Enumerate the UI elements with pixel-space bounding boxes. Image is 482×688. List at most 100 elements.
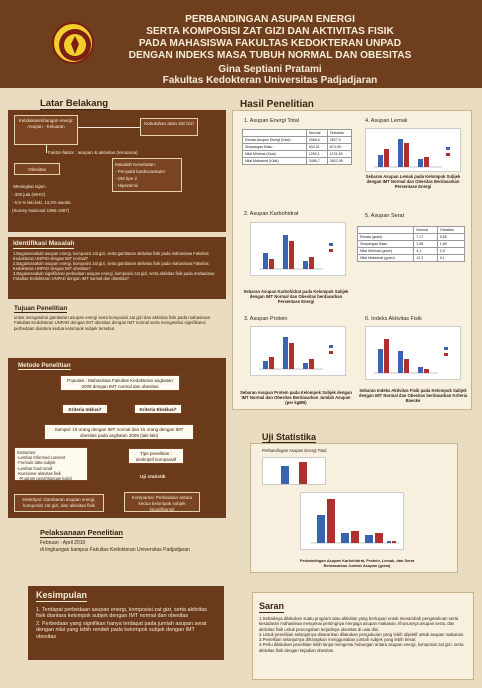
table-cell: Normal xyxy=(305,129,328,137)
aktivitas-bar-2 xyxy=(384,339,389,373)
pelaksanaan-line-2: di lingkungan kampus Fakultas Kedokteran… xyxy=(40,547,190,553)
metode-tipe: Tipe penelitian : deskriptif komparatif xyxy=(128,448,184,464)
uji-gizi-chart xyxy=(300,492,404,550)
uji-bar-lemak-normal xyxy=(365,535,373,543)
aktivitas-bar-4 xyxy=(404,359,409,373)
saran-panel: Saran 1.Sebaiknya dilakukan suatu progra… xyxy=(252,592,474,680)
kesimpulan-item-2: 2. Perbedaan yang signifikan hanya terda… xyxy=(36,620,207,640)
latar-faktor: Faktor-faktor : asupan & aktivitas (teru… xyxy=(48,150,138,155)
chart-mark xyxy=(329,249,333,252)
table-cell: Nilai Minimal (gram) xyxy=(356,247,415,255)
hasil-5-title: 5. Asupan Serat xyxy=(365,213,405,219)
metode-inklusi: Kriteria Inklusi* xyxy=(62,404,108,414)
karbo-bar-3 xyxy=(283,235,288,269)
aktivitas-caption: Sebaran Indeks Aktivitas Fisik pada Kelo… xyxy=(358,388,468,403)
latar-box-obesitas: Obesitas xyxy=(14,163,60,175)
table-cell: 12,2 xyxy=(413,254,438,262)
protein-bar-5 xyxy=(303,363,308,369)
karbo-bar-1 xyxy=(263,253,268,269)
tujuan-title: Tujuan Penelitian xyxy=(14,305,68,313)
table-cell: 1,69 xyxy=(436,240,466,248)
identifikasi-item-2: 2.Bagaimanakah asupan energi, komposisi … xyxy=(13,261,209,271)
hasil-4-title: 4. Asupan Lemak xyxy=(365,118,408,124)
protein-bar-3 xyxy=(283,337,288,369)
metode-instrumen: Instrumen: -Lembar Informed consent -For… xyxy=(14,447,88,481)
latar-stats: -Meningkat tajam - 300 juta (WHO) - 6,8 … xyxy=(12,184,71,213)
table-cell: Nilai Maksimal (gram) xyxy=(356,254,415,262)
table-cell: 2527,5 xyxy=(326,136,353,144)
table-cell: 2,9 xyxy=(436,247,466,255)
table-cell: 1290,1 xyxy=(305,150,328,158)
table-cell: 1,98 xyxy=(413,240,438,248)
lemak-bar-4 xyxy=(404,143,409,167)
title-line-4: DENGAN INDEKS MASA TUBUH NORMAL DAN OBES… xyxy=(128,50,412,61)
uji-bar-serat-normal xyxy=(387,541,391,543)
uji-bar-protein-obesitas xyxy=(351,531,359,543)
title-line-3: PADA MAHASISWA FAKULTAS KEDOKTERAN UNPAD xyxy=(138,38,402,49)
lemak-chart xyxy=(365,128,461,172)
hasil-6-title: 6. Indeks Aktivitas Fisik xyxy=(365,316,422,322)
tujuan-text: untuk mengetahui gambaran asupan energi … xyxy=(14,315,210,331)
hasil-3-title: 3. Asupan Protein xyxy=(244,316,288,322)
table-cell xyxy=(356,226,415,234)
table-cell: Rerata (gram) xyxy=(356,233,415,241)
faculty-name: Fakultas Kedokteran Universitas Padjadja… xyxy=(162,75,378,86)
karbo-bar-5 xyxy=(303,261,308,269)
latar-title: Latar Belakang xyxy=(40,98,110,110)
uji-bar-lemak-obesitas xyxy=(375,533,383,543)
protein-chart xyxy=(250,326,346,376)
kesimpulan-item-1: 1. Terdapat perbedaan asupan energi, kom… xyxy=(36,607,208,620)
latar-box-kebutuhan: Kebutuhan akan Zat Gizi xyxy=(140,118,198,136)
title-line-2: SERTA KOMPOSISI ZAT GIZI DAN AKTIVITAS F… xyxy=(146,26,394,37)
karbohidrat-chart xyxy=(250,222,346,276)
kesimpulan-title: Kesimpulan xyxy=(36,590,88,602)
metode-uji: Uji statistik xyxy=(140,475,166,480)
protein-bar-4 xyxy=(289,343,294,369)
chart-mark xyxy=(299,462,307,484)
arrow-down xyxy=(46,145,47,153)
chart-mark xyxy=(329,243,333,246)
protein-caption: Sebaran Asupan Protein pada Kelompok Sub… xyxy=(240,390,352,405)
latar-masalah: Masalah Kesehatan: - Penyakit kardiovask… xyxy=(112,158,182,192)
chart-mark xyxy=(444,347,448,350)
uji-bar-karbo-obesitas xyxy=(327,499,335,543)
metode-title: Metode Penelitian xyxy=(18,362,71,370)
table-cell: Obesitas xyxy=(436,226,466,234)
karbo-bar-2 xyxy=(269,259,274,269)
table-cell: 3456,7 xyxy=(305,157,328,165)
chart-mark xyxy=(329,351,333,354)
chart-mark xyxy=(281,466,289,484)
lemak-caption: Sebaran Asupan Lemak pada Kelompok Subje… xyxy=(365,174,461,189)
aktivitas-bar-6 xyxy=(424,369,429,373)
table-cell xyxy=(242,129,307,137)
title-line-1: PERBANDINGAN ASUPAN ENERGI xyxy=(185,14,355,25)
hasil-2-title: 2. Asupan Karbohidrat xyxy=(244,211,299,217)
metode-sampel: Sampel: 15 orang dengan IMT normal dan 1… xyxy=(44,424,194,440)
saran-item-4: 4.Perlu dilakukan penelitian lebih lanju… xyxy=(259,642,464,653)
karbo-bar-6 xyxy=(309,257,314,269)
hasil-1-title: 1. Asupan Energi Total xyxy=(244,118,299,124)
table-cell: Nilai Maksimal (Kkal) xyxy=(242,157,307,165)
lemak-bar-6 xyxy=(424,157,429,167)
table-cell: Rerata Asupan Energi (Kkal) xyxy=(242,136,307,144)
identifikasi-panel: Identifikasi Masalah 1.Bagaimanakah asup… xyxy=(8,237,226,299)
table-cell: Simpangan Baku xyxy=(242,143,307,151)
lemak-bar-2 xyxy=(384,149,389,167)
aktivitas-bar-5 xyxy=(418,367,423,373)
table-cell: Simpangan Baku xyxy=(356,240,415,248)
protein-bar-1 xyxy=(263,361,268,369)
table-cell: 1131,45 xyxy=(326,150,353,158)
pelaksanaan-line-1: Februari - April 2010 xyxy=(40,540,86,546)
aktivitas-bar-3 xyxy=(398,351,403,373)
university-logo xyxy=(52,22,94,64)
pelaksanaan-title: Pelaksanaan Penelitian xyxy=(40,528,123,538)
identifikasi-item-3: 3.Bagaimanakah signifikansi perbedaan as… xyxy=(13,271,215,281)
uji-caption: Perbandingan Asupan Karbohidrat, Protein… xyxy=(299,558,415,568)
table-cell: Nilai Minimal (Kkal) xyxy=(242,150,307,158)
author-name: Gina Septiani Pratami xyxy=(218,64,322,75)
protein-bar-2 xyxy=(269,357,274,369)
chart-mark xyxy=(329,345,333,348)
kesimpulan-panel: Kesimpulan 1. Terdapat perbedaan asupan … xyxy=(28,586,224,660)
chart-mark xyxy=(446,147,450,150)
table-cell: 7,17 xyxy=(413,233,438,241)
